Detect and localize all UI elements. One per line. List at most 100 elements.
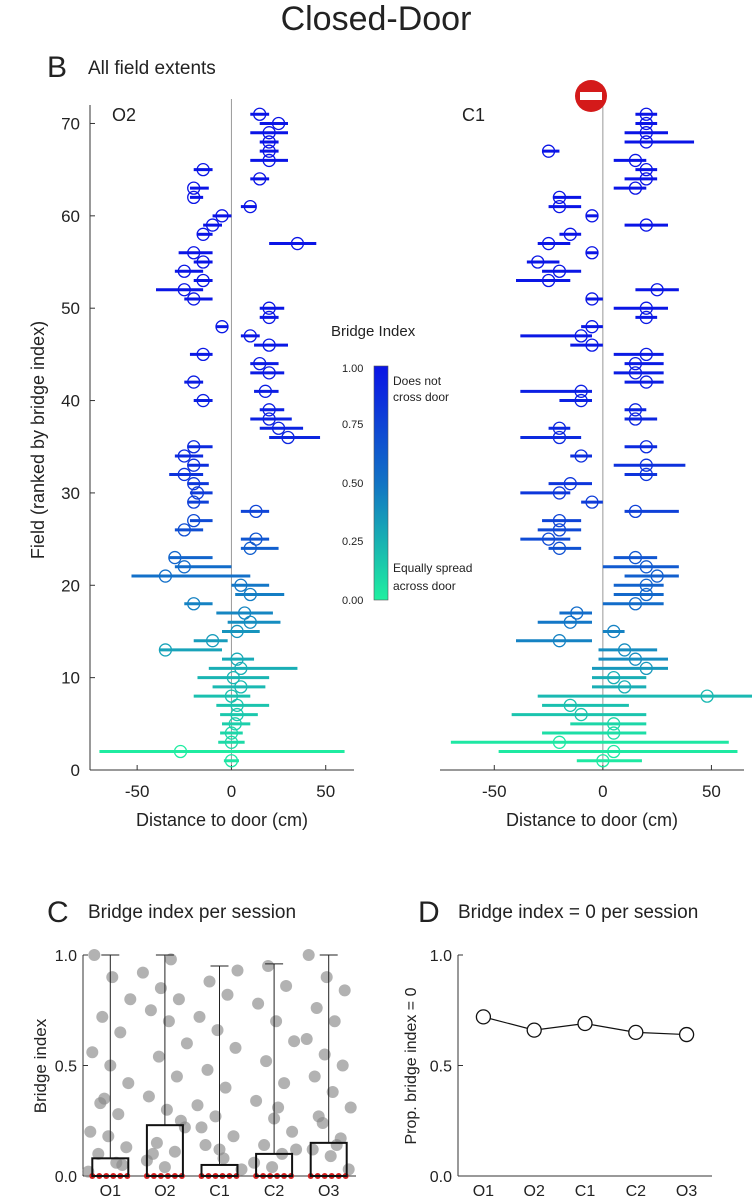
panel-d-letter: D — [418, 896, 440, 929]
data-point — [577, 1015, 593, 1032]
data-point — [152, 1050, 165, 1063]
data-point — [195, 1121, 208, 1134]
field-center-marker — [607, 744, 621, 759]
field-center-marker — [177, 523, 191, 537]
plot-o2: -50 0 50 0 10 20 30 40 50 60 70 Distance to door (c… — [61, 99, 354, 830]
data-point — [160, 1103, 173, 1116]
y-tick-label: 1.0 — [55, 948, 77, 965]
field-center-marker — [187, 181, 201, 195]
field-center-marker — [617, 680, 632, 694]
field-center-marker — [215, 320, 229, 334]
data-point — [250, 1094, 263, 1107]
field-center-marker — [262, 153, 276, 168]
data-point — [180, 1037, 193, 1050]
field-center-marker — [552, 634, 567, 648]
data-point — [258, 1139, 271, 1152]
field-center-marker — [639, 578, 653, 592]
x-tick-label: O3 — [676, 1183, 697, 1200]
field-center-marker — [628, 550, 643, 565]
field-center-marker — [628, 366, 643, 380]
data-point — [219, 1081, 232, 1094]
mean-bar — [309, 1141, 348, 1177]
field-center-marker — [639, 587, 653, 602]
field-center-marker — [230, 652, 244, 666]
field-center-marker — [281, 430, 295, 445]
field-center-marker — [187, 513, 201, 528]
colorbar-gradient — [373, 365, 389, 601]
x-tick-label: C2 — [626, 1183, 647, 1200]
field-center-marker — [177, 449, 191, 463]
field-center-marker — [628, 153, 643, 168]
x-tick-label: O1 — [100, 1183, 121, 1200]
field-center-marker — [574, 329, 588, 343]
field-center-marker — [271, 421, 286, 435]
data-point — [201, 1063, 214, 1076]
data-point — [338, 984, 351, 997]
field-center-marker — [258, 384, 273, 398]
field-center-marker — [262, 412, 276, 426]
colorbar-title: Bridge Index — [331, 323, 416, 340]
panel-c-title: Bridge index per session — [88, 902, 296, 923]
field-center-marker — [607, 670, 621, 685]
data-point — [158, 1161, 171, 1174]
data-point — [199, 1139, 212, 1152]
field-center-marker — [237, 606, 252, 620]
colorbar-tick: 0.50 — [342, 478, 363, 490]
no-entry-icon — [575, 80, 607, 112]
data-point — [154, 982, 167, 995]
data-point — [310, 1002, 323, 1015]
data-point — [88, 949, 101, 961]
data-point — [150, 1136, 163, 1149]
x-tick-label: C1 — [209, 1183, 230, 1200]
field-center-marker — [585, 320, 599, 334]
data-point — [266, 1161, 279, 1174]
x-tick-label: O1 — [473, 1183, 494, 1200]
data-point — [260, 1055, 273, 1068]
data-point — [344, 1101, 357, 1114]
data-point — [136, 966, 149, 979]
panel-c-letter: C — [47, 896, 69, 929]
data-point — [320, 971, 333, 984]
field-center-marker — [552, 421, 567, 435]
colorbar-tick: 0.00 — [342, 595, 363, 607]
field-center-marker — [187, 440, 201, 454]
data-point — [172, 993, 185, 1006]
data-point — [324, 1150, 337, 1163]
data-point — [98, 1092, 111, 1105]
field-center-marker — [541, 236, 556, 251]
data-point — [86, 1046, 99, 1059]
data-point — [114, 1026, 127, 1039]
field-center-marker — [271, 116, 286, 131]
field-center-marker — [187, 458, 201, 472]
field-center-marker — [574, 384, 588, 398]
field-center-marker — [552, 735, 567, 749]
data-point — [102, 1130, 115, 1143]
field-center-marker — [639, 218, 653, 232]
field-center-marker — [639, 163, 653, 177]
y-tick-label: 60 — [61, 207, 80, 226]
data-point — [280, 979, 293, 992]
data-point — [330, 1139, 343, 1152]
colorbar-tick: 1.00 — [342, 363, 363, 375]
field-center-marker — [639, 440, 653, 454]
colorbar-tick: 0.25 — [342, 536, 363, 548]
field-center-marker — [639, 301, 653, 315]
field-center-marker — [177, 264, 191, 278]
colorbar: Bridge Index 1.00 0.75 0.50 0.25 0.00 Do… — [331, 323, 472, 607]
field-center-marker — [196, 163, 210, 177]
field-center-marker — [639, 107, 653, 121]
field-center-marker — [585, 246, 599, 260]
x-tick-label: -50 — [125, 782, 150, 801]
field-center-marker — [187, 246, 201, 260]
x-tick-label: C1 — [575, 1183, 596, 1200]
field-center-marker — [639, 560, 653, 574]
field-center-marker — [224, 689, 239, 703]
y-tick-label: 1.0 — [430, 948, 452, 965]
field-center-marker — [196, 227, 210, 241]
data-point — [286, 1125, 299, 1138]
field-center-marker — [585, 209, 599, 223]
field-center-marker — [563, 477, 577, 491]
field-center-marker — [563, 227, 577, 241]
field-center-marker — [234, 578, 248, 592]
